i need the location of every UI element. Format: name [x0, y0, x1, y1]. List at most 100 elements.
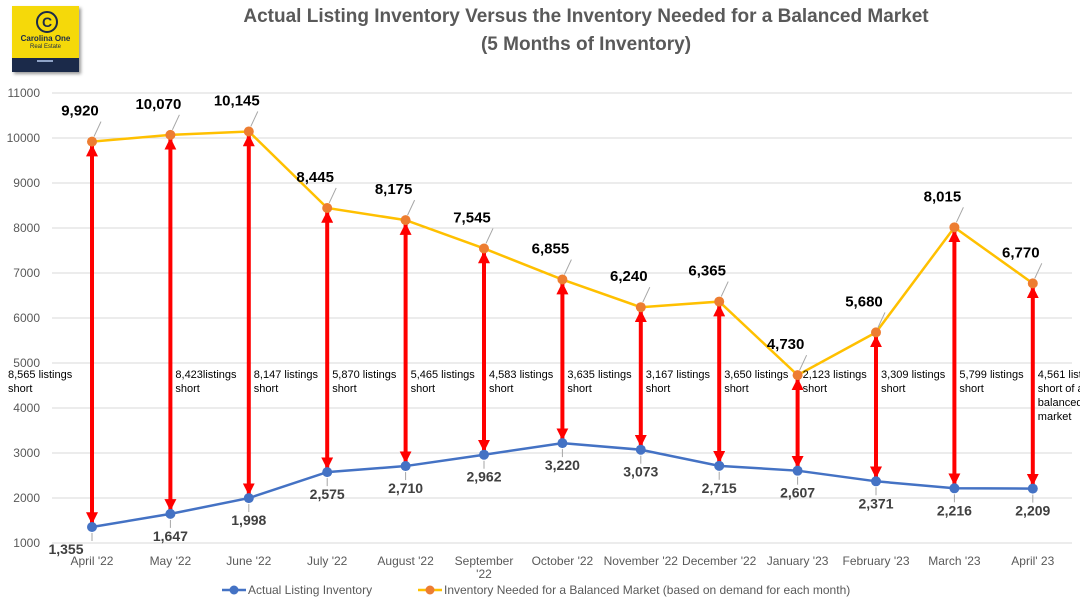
actual-inventory-point: [714, 460, 725, 471]
y-tick-label: 8000: [13, 221, 40, 235]
needed-inventory-point: [949, 222, 960, 233]
gap-annotation: short: [567, 383, 591, 395]
chart-subtitle: (5 Months of Inventory): [481, 34, 691, 55]
x-tick-label: January '23: [767, 554, 829, 568]
actual-inventory-point: [243, 493, 254, 504]
gap-annotation: balanced: [1038, 397, 1080, 409]
gap-annotation: short of a: [1038, 383, 1080, 395]
needed-inventory-point: [871, 327, 881, 338]
gap-annotation: short: [959, 383, 983, 395]
needed-value-label: 8,445: [296, 169, 334, 186]
actual-inventory-point: [635, 444, 646, 455]
needed-inventory-point: [400, 215, 411, 226]
label-leader: [955, 207, 964, 223]
gap-annotation: short: [803, 383, 827, 395]
actual-value-label: 2,209: [1015, 503, 1050, 519]
legend-needed-label: Inventory Needed for a Balanced Market (…: [444, 583, 850, 597]
legend-needed-marker: [425, 585, 435, 595]
label-leader: [563, 259, 572, 275]
needed-inventory-point: [165, 129, 176, 140]
actual-inventory-point: [400, 461, 411, 472]
needed-value-label: 10,145: [214, 92, 260, 109]
needed-value-label: 5,680: [845, 293, 883, 310]
needed-inventory-point: [87, 136, 97, 147]
x-tick-label: April' 23: [1011, 554, 1054, 568]
actual-value-label: 3,073: [623, 464, 658, 480]
needed-inventory-point: [243, 126, 254, 137]
needed-inventory-point: [792, 370, 803, 381]
gap-annotation: 4,561 listings: [1038, 369, 1080, 381]
gap-annotation: short: [254, 383, 278, 395]
gap-annotation: short: [411, 383, 435, 395]
y-tick-label: 5000: [13, 356, 40, 370]
needed-value-label: 7,545: [453, 209, 491, 226]
label-leader: [642, 286, 651, 303]
company-logo: C Carolina One Real Estate: [12, 6, 79, 72]
needed-value-label: 8,015: [924, 188, 962, 205]
x-tick-label: November '22: [604, 554, 679, 568]
x-tick-label: December '22: [682, 554, 757, 568]
y-tick-label: 11000: [8, 86, 41, 100]
needed-inventory-point: [479, 243, 489, 254]
gap-annotation: 8,423listings: [175, 369, 237, 381]
gap-annotation: 3,309 listings: [881, 369, 946, 381]
needed-value-label: 6,240: [610, 268, 648, 285]
needed-inventory-point: [557, 274, 568, 285]
actual-value-label: 2,575: [310, 486, 345, 502]
y-tick-label: 2000: [13, 491, 40, 505]
x-tick-label: February '23: [843, 554, 910, 568]
legend-actual-label: Actual Listing Inventory: [248, 583, 372, 597]
gap-annotation: short: [332, 383, 356, 395]
label-leader: [407, 199, 416, 216]
gap-annotation: short: [8, 383, 32, 395]
needed-value-label: 10,070: [135, 96, 181, 113]
x-tick-label: March '23: [928, 554, 981, 568]
actual-value-label: 3,220: [545, 457, 580, 473]
y-tick-label: 3000: [13, 446, 40, 460]
label-leader: [1034, 263, 1043, 279]
actual-value-label: 1,647: [153, 528, 188, 544]
actual-value-label: 1,355: [48, 541, 83, 557]
needed-value-label: 6,855: [532, 241, 570, 258]
legend-actual-marker: [229, 585, 239, 595]
needed-value-label: 6,770: [1002, 244, 1040, 261]
actual-value-label: 2,607: [780, 485, 815, 501]
y-tick-label: 10000: [7, 131, 41, 145]
gap-annotation: 3,650 listings: [724, 369, 789, 381]
gap-annotation: 3,635 listings: [567, 369, 632, 381]
x-tick-label: May '22: [150, 554, 192, 568]
needed-value-label: 6,365: [688, 263, 726, 280]
gap-annotation: market: [1038, 411, 1072, 423]
chart-title: Actual Listing Inventory Versus the Inve…: [243, 6, 929, 27]
needed-value-label: 4,730: [767, 336, 805, 353]
needed-inventory-point: [714, 296, 725, 307]
needed-inventory-point: [1027, 278, 1038, 289]
needed-value-label: 8,175: [375, 181, 413, 198]
gap-annotation: 5,799 listings: [959, 369, 1024, 381]
actual-inventory-point: [792, 465, 803, 476]
label-leader: [93, 121, 102, 137]
actual-value-label: 2,962: [466, 469, 501, 485]
x-tick-label: October '22: [532, 554, 594, 568]
label-leader: [877, 312, 886, 328]
gap-annotation: short: [881, 383, 905, 395]
actual-value-label: 2,371: [858, 495, 893, 511]
x-tick-label: '22: [476, 567, 492, 581]
actual-inventory-point: [871, 476, 881, 487]
gap-annotation: 3,167 listings: [646, 369, 711, 381]
label-leader: [328, 187, 337, 204]
logo-band: [12, 58, 79, 72]
gap-annotation: short: [646, 383, 670, 395]
label-leader: [485, 228, 494, 244]
gap-annotation: 2,123 listings: [803, 369, 868, 381]
x-tick-label: April '22: [71, 554, 114, 568]
label-leader: [799, 354, 808, 371]
x-tick-label: July '22: [307, 554, 348, 568]
actual-inventory-point: [87, 522, 97, 533]
y-tick-label: 1000: [13, 536, 40, 550]
gap-annotation: 4,583 listings: [489, 369, 554, 381]
actual-inventory-point: [557, 438, 568, 449]
gap-annotation: 5,465 listings: [411, 369, 476, 381]
gap-annotation: short: [489, 383, 513, 395]
